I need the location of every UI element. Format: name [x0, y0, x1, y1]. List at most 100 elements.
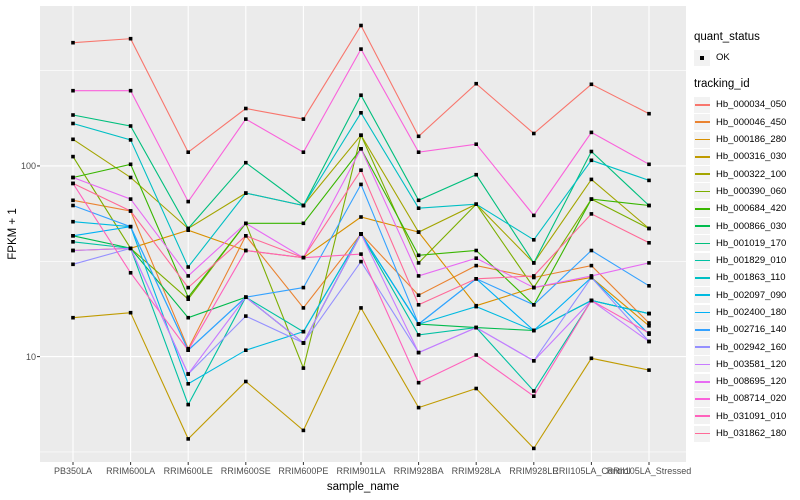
legend-item-label: Hb_000390_060: [716, 185, 787, 197]
data-point: [359, 23, 363, 28]
data-point: [71, 248, 75, 253]
series-color-line-icon: [694, 121, 710, 124]
data-point: [589, 197, 594, 201]
x-tick-label-RRIM928BA: RRIM928BA: [393, 466, 444, 476]
legend-item-Hb_000866_030: Hb_000866_030: [694, 217, 800, 235]
data-point: [186, 315, 190, 320]
legend-key-box: [694, 166, 710, 183]
legend-item-quant-status-ok: OK: [694, 49, 800, 66]
data-point: [474, 386, 478, 391]
data-point: [71, 219, 75, 224]
data-point: [186, 274, 190, 278]
legend-key-box: [694, 49, 710, 66]
data-point: [647, 241, 651, 245]
data-point: [589, 82, 594, 87]
data-point: [474, 304, 478, 309]
data-point: [71, 203, 75, 208]
legend-item-Hb_003581_120: Hb_003581_120: [694, 356, 800, 373]
data-point: [71, 181, 75, 186]
data-point: [244, 106, 248, 111]
data-point: [647, 331, 651, 335]
legend-key-box: [694, 114, 710, 131]
data-point: [71, 137, 75, 142]
data-point: [359, 147, 363, 151]
legend-item-label: Hb_003581_120: [716, 358, 787, 370]
data-point: [647, 321, 651, 325]
series-color-line-icon: [694, 311, 710, 314]
data-point: [128, 175, 133, 180]
data-point: [244, 221, 248, 226]
data-point: [416, 405, 421, 410]
point-shape-icon: [700, 55, 704, 60]
data-point: [359, 47, 363, 51]
series-color-line-icon: [694, 242, 710, 245]
data-point: [474, 277, 478, 281]
series-color-line-icon: [694, 190, 710, 193]
data-point: [589, 298, 594, 303]
data-point: [532, 328, 536, 333]
data-point: [186, 402, 190, 407]
data-point: [186, 348, 190, 352]
legend-item-Hb_008695_120: Hb_008695_120: [694, 373, 800, 390]
data-point: [589, 177, 594, 182]
data-point: [301, 329, 306, 334]
legend-item-label: Hb_002097_090: [716, 289, 787, 301]
x-tick-label-RRIM600PE: RRIM600PE: [278, 466, 329, 476]
legend-item-label: Hb_000186_280: [716, 134, 787, 146]
legend-item-label: Hb_002400_180: [716, 307, 787, 318]
data-point: [128, 88, 133, 93]
data-point: [244, 348, 248, 352]
data-point: [71, 262, 75, 267]
data-point: [647, 311, 651, 316]
data-point: [128, 36, 133, 41]
legend-key-box: [694, 287, 710, 304]
data-point: [71, 198, 75, 203]
x-tick-label-RRIM928LA: RRIM928LA: [451, 466, 501, 476]
data-point: [647, 368, 651, 372]
legend-item-Hb_001863_110: Hb_001863_110: [694, 269, 800, 286]
legend-key-box: [694, 252, 710, 269]
legend-item-Hb_000322_100: Hb_000322_100: [694, 165, 800, 183]
data-point: [359, 306, 363, 310]
series-color-line-icon: [694, 380, 710, 383]
legend-key-box: [694, 304, 710, 321]
data-point: [186, 150, 190, 154]
legend-color-items: Hb_000034_050 Hb_000046_450 Hb_000186_280 H…: [694, 96, 800, 442]
data-point: [301, 117, 306, 121]
data-point: [71, 40, 75, 45]
legend-key-box: [694, 373, 710, 390]
data-point: [474, 263, 478, 268]
data-point: [301, 150, 306, 154]
data-point: [416, 293, 421, 297]
data-point: [186, 382, 190, 386]
data-point: [359, 133, 363, 137]
legend-key-box: [694, 200, 710, 217]
data-point: [416, 303, 421, 307]
data-point: [301, 428, 306, 433]
legend-key-box: [694, 183, 710, 200]
data-point: [128, 224, 133, 229]
data-point: [647, 178, 651, 183]
x-tick-label-RRII105LA_Control: RRII105LA_Control: [552, 466, 631, 476]
data-point: [128, 271, 133, 275]
data-point: [474, 325, 478, 330]
legend-item-Hb_002400_180: Hb_002400_180: [694, 304, 800, 321]
legend-item-label: Hb_000684_420: [716, 203, 787, 215]
data-point: [647, 111, 651, 116]
legend-key-box: [694, 321, 710, 338]
y-tick-label: 10: [25, 351, 36, 362]
data-point: [301, 203, 306, 208]
series-color-line-icon: [694, 432, 710, 435]
data-point: [359, 93, 363, 97]
legend-item-Hb_002716_140: Hb_002716_140: [694, 321, 800, 338]
data-point: [359, 182, 363, 187]
x-axis-title: sample_name: [326, 481, 400, 493]
data-point: [186, 285, 190, 290]
data-point: [589, 356, 594, 361]
series-color-line-icon: [694, 294, 710, 297]
data-point: [186, 372, 190, 376]
data-point: [416, 333, 421, 337]
data-point: [71, 154, 75, 159]
data-point: [301, 285, 306, 290]
legend-item-Hb_000390_060: Hb_000390_060: [694, 183, 800, 200]
